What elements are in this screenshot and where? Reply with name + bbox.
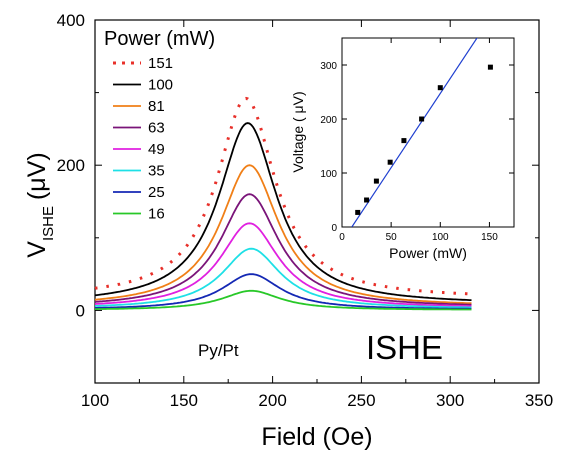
inset-x-tick-label: 100 [432, 232, 449, 243]
inset-points [355, 64, 493, 215]
inset-x-tick-label: 0 [339, 232, 345, 243]
main-y-axis-subscript: ISHE [40, 206, 57, 241]
main-x-axis-title: Field (Oe) [261, 423, 372, 451]
curve-100 [94, 122, 472, 302]
main-x-tick-label: 250 [347, 391, 375, 410]
inset-data-point [355, 209, 361, 215]
legend-label-25: 25 [148, 184, 165, 201]
inset-data-point [364, 197, 370, 203]
curve-35 [94, 247, 472, 309]
main-x-tick-label: 350 [525, 391, 553, 410]
inset-x-tick-label: 50 [386, 232, 398, 243]
legend-label-151: 151 [148, 55, 173, 72]
inset-data-point [437, 85, 443, 91]
inset-y-tick-label: 300 [320, 61, 337, 72]
inset-y-tick-label: 100 [320, 169, 337, 180]
main-curves [94, 96, 472, 311]
inset-axis-tick-labels: 0 50 100 150 0 100 200 300 [320, 61, 498, 243]
inset-frame [341, 37, 515, 228]
main-y-axis-title: VISHE (μV) [23, 152, 57, 257]
main-y-axis-symbol: V [23, 241, 51, 258]
main-y-axis-unit: (μV) [23, 152, 51, 200]
inset-x-tick-label: 150 [481, 232, 498, 243]
legend: 151 100 81 63 49 35 25 16 [113, 55, 173, 223]
curve-25 [95, 273, 472, 310]
svg-text:VISHE(μV): VISHE (μV) [23, 152, 57, 257]
inset-data-point [419, 116, 425, 122]
legend-label-49: 49 [148, 141, 165, 158]
inset-y-tick-label: 200 [320, 115, 337, 126]
curve-81 [94, 164, 472, 305]
main-y-tick-label: 400 [57, 11, 85, 30]
inset-fit-line-path [351, 38, 478, 227]
legend-label-35: 35 [148, 163, 165, 180]
curve-16 [95, 289, 472, 311]
sample-annotation: Py/Pt [198, 341, 239, 360]
main-axis-ticks [94, 19, 540, 384]
curve-151 [94, 96, 472, 296]
ishe-annotation: ISHE [366, 329, 443, 366]
legend-label-81: 81 [148, 98, 165, 115]
main-x-tick-label: 150 [170, 391, 198, 410]
inset-axis-ticks [341, 38, 514, 228]
main-x-tick-label: 300 [436, 391, 464, 410]
curve-49 [94, 222, 472, 308]
inset-data-point [401, 138, 407, 144]
inset-data-point [387, 159, 393, 165]
main-y-tick-label: 200 [57, 156, 85, 175]
legend-title: Power (mW) [104, 28, 215, 50]
inset-background [342, 38, 514, 227]
inset-data-point [487, 64, 493, 70]
inset-y-axis-title: Voltage ( μV) [290, 91, 306, 172]
main-x-tick-label: 200 [258, 391, 286, 410]
main-x-tick-label: 100 [81, 391, 109, 410]
legend-label-100: 100 [148, 77, 173, 94]
main-y-tick-label: 0 [76, 301, 85, 320]
legend-label-16: 16 [148, 206, 165, 223]
legend-label-63: 63 [148, 120, 165, 137]
inset-fit-line [351, 38, 478, 227]
inset-data-point [373, 178, 379, 184]
curve-63 [94, 193, 472, 306]
inset-y-tick-label: 0 [331, 223, 337, 234]
inset-x-axis-title: Power (mW) [389, 245, 467, 261]
